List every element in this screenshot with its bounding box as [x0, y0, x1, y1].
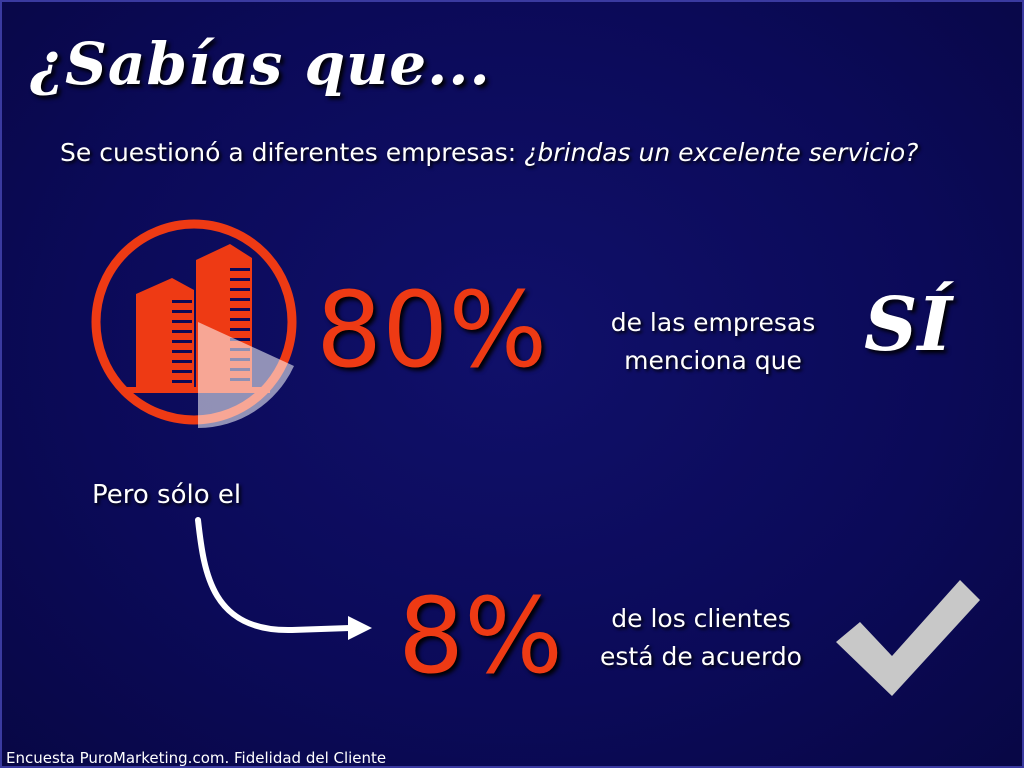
stat2-description: de los clientes está de acuerdo [578, 600, 824, 675]
subtitle: Se cuestionó a diferentes empresas: ¿bri… [60, 138, 918, 167]
pie-wedge-icon [198, 322, 294, 428]
stat1-description: de las empresas menciona que [594, 304, 832, 379]
stat2-desc-line1: de los clientes [611, 604, 791, 633]
checkmark-icon [832, 576, 982, 702]
subtitle-question: ¿brindas un excelente servicio? [524, 138, 919, 167]
connector-text: Pero sólo el [92, 480, 242, 510]
subtitle-lead: Se cuestionó a diferentes empresas: [60, 138, 525, 167]
stat1-answer: SÍ [864, 282, 953, 368]
stat1-value: 80% [316, 269, 548, 391]
source-caption: Encuesta PuroMarketing.com. Fidelidad de… [6, 749, 387, 767]
stat2-value: 8% [398, 575, 563, 697]
buildings-icon [90, 218, 306, 434]
stat1-desc-line2: menciona que [624, 345, 802, 375]
slide-title: ¿Sabías que... [30, 30, 491, 98]
stat1-desc-line1: de las empresas [610, 308, 816, 337]
curved-arrow-icon [182, 514, 382, 644]
stat2-desc-line2: está de acuerdo [600, 641, 802, 671]
